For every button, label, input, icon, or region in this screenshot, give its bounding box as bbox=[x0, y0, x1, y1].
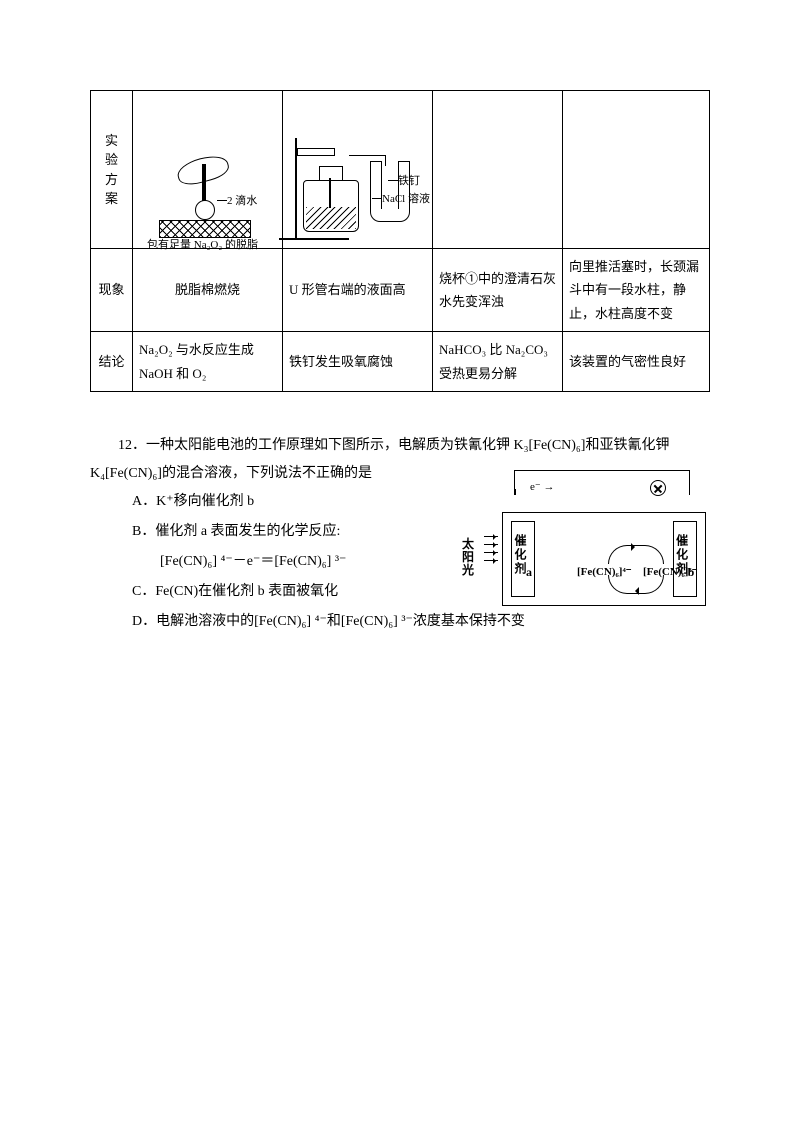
nail-label: 铁钉 bbox=[398, 172, 420, 192]
nail-icon bbox=[329, 178, 331, 208]
row-label-conclusion: 结论 bbox=[91, 332, 133, 392]
conclusion-4: 该装置的气密性良好 bbox=[563, 332, 710, 392]
na2o2-ball-icon bbox=[195, 200, 215, 220]
scheme-fig-3 bbox=[433, 91, 563, 249]
conclusion-1: Na₂O₂ 与水反应生成 NaOH 和 O₂ bbox=[133, 332, 283, 392]
cell-container: 催化剂a 催化剂b [Fe(CN)₆]⁴⁻ [Fe(CN)₆]³⁻ bbox=[502, 512, 706, 606]
electron-flow-label: e⁻ → bbox=[530, 476, 554, 498]
scheme-fig-1: 2 滴水 包有足量 Na₂O₂ 的脱脂 bbox=[133, 91, 283, 249]
scheme-fig-2: 铁钉 NaCl 溶液 bbox=[283, 91, 433, 249]
catalyst-a: 催化剂a bbox=[511, 521, 535, 597]
bottle-icon bbox=[303, 180, 359, 232]
clamp-icon bbox=[297, 148, 335, 156]
table-row: 结论 Na₂O₂ 与水反应生成 NaOH 和 O₂ 铁钉发生吸氧腐蚀 NaHCO… bbox=[91, 332, 710, 392]
row-label-phenomenon: 现象 bbox=[91, 249, 133, 332]
table-row: 实验方案 2 滴水 包有足量 Na₂O₂ 的脱脂 bbox=[91, 91, 710, 249]
phenomenon-2: U 形管右端的液面高 bbox=[283, 249, 433, 332]
catalyst-b: 催化剂b bbox=[673, 521, 697, 597]
scheme-fig-4 bbox=[563, 91, 710, 249]
solution-label: NaCl 溶液 bbox=[382, 190, 430, 210]
experiment-table: 实验方案 2 滴水 包有足量 Na₂O₂ 的脱脂 bbox=[90, 90, 710, 392]
conclusion-3: NaHCO₃ 比 Na₂CO₃ 受热更易分解 bbox=[433, 332, 563, 392]
conclusion-2: 铁钉发生吸氧腐蚀 bbox=[283, 332, 433, 392]
cycle-arrow-bottom-icon bbox=[631, 587, 639, 595]
cotton-label: 包有足量 Na₂O₂ 的脱脂 bbox=[147, 236, 258, 256]
dropper-icon bbox=[202, 164, 206, 202]
phenomenon-3: 烧杯①中的澄清石灰水先变浑浊 bbox=[433, 249, 563, 332]
drop-label: 2 滴水 bbox=[227, 192, 257, 212]
question-12: 12．一种太阳能电池的工作原理如下图所示，电解质为铁氰化钾 K₃[Fe(CN)₆… bbox=[90, 432, 710, 636]
row-label-scheme: 实验方案 bbox=[91, 91, 133, 249]
phenomenon-4: 向里推活塞时，长颈漏斗中有一段水柱，静止，水柱高度不变 bbox=[563, 249, 710, 332]
option-d: D．电解池溶液中的[Fe(CN)₆] ⁴⁻和[Fe(CN)₆] ³⁻浓度基本保持… bbox=[132, 608, 710, 636]
bulb-icon bbox=[650, 480, 666, 496]
phenomenon-1: 脱脂棉燃烧 bbox=[133, 249, 283, 332]
ion-left-label: [Fe(CN)₆]⁴⁻ bbox=[577, 561, 632, 583]
solar-cell-diagram: 太阳光 e⁻ → 催化剂a 催化剂b bbox=[470, 488, 710, 610]
cycle-arrow-top-icon bbox=[631, 543, 639, 551]
ion-right-label: [Fe(CN)₆]³⁻ bbox=[643, 561, 698, 583]
table-row: 现象 脱脂棉燃烧 U 形管右端的液面高 烧杯①中的澄清石灰水先变浑浊 向里推活塞… bbox=[91, 249, 710, 332]
q12-stem-line1: 12．一种太阳能电池的工作原理如下图所示，电解质为铁氰化钾 K₃[Fe(CN)₆… bbox=[90, 432, 710, 460]
sunlight-label: 太阳光 bbox=[462, 538, 482, 578]
